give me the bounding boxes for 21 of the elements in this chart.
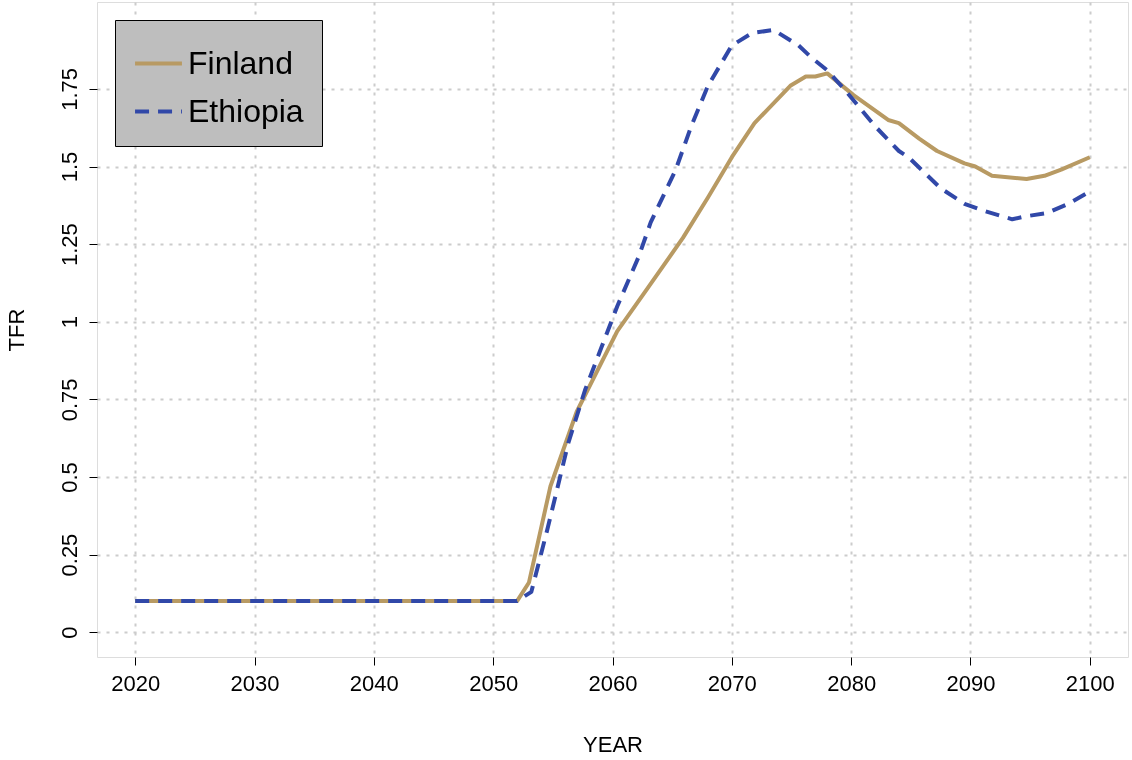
legend-label: Ethiopia [188, 92, 304, 129]
x-tick-label: 2030 [230, 670, 280, 696]
y-tick-label: 0.5 [56, 462, 82, 493]
y-tick-label: 0.25 [56, 533, 82, 577]
x-tick-label: 2020 [111, 670, 161, 696]
y-tick-label: 1.5 [56, 151, 82, 183]
y-tick-label: 0 [56, 626, 82, 639]
y-tick-label: 0.75 [56, 378, 82, 422]
y-tick-label: 1 [56, 316, 82, 329]
x-axis-title: YEAR [583, 731, 643, 757]
y-axis-title: TFR [3, 308, 29, 352]
y-tick-label: 1.75 [56, 68, 82, 111]
legend-label: Finland [188, 44, 293, 81]
y-tick-label: 1.25 [56, 223, 82, 267]
x-tick-label: 2050 [469, 670, 519, 696]
x-tick-label: 2060 [588, 670, 638, 696]
x-tick-label: 2090 [946, 670, 996, 696]
x-tick-label: 2100 [1065, 670, 1115, 696]
x-tick-label: 2070 [707, 670, 757, 696]
x-tick-label: 2080 [827, 670, 877, 696]
x-tick-label: 2040 [349, 670, 399, 696]
